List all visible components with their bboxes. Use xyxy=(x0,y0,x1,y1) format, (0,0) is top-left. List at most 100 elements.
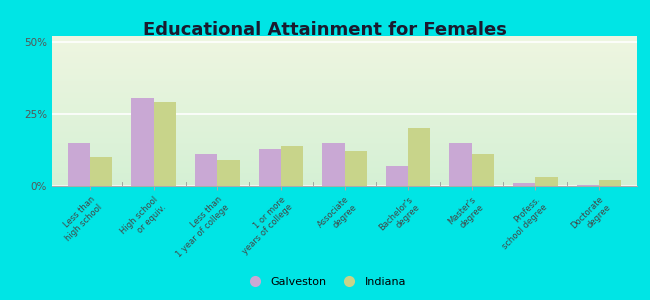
Bar xyxy=(52,58,637,60)
Bar xyxy=(52,180,637,182)
Bar xyxy=(52,112,637,114)
Bar xyxy=(52,64,637,66)
Bar xyxy=(52,159,637,160)
Bar xyxy=(52,92,637,93)
Legend: Galveston, Indiana: Galveston, Indiana xyxy=(239,273,411,291)
Bar xyxy=(52,130,637,132)
Bar xyxy=(577,185,599,186)
Bar xyxy=(52,162,637,164)
Bar xyxy=(52,54,637,56)
Bar xyxy=(52,78,637,80)
Bar xyxy=(52,72,637,74)
Bar xyxy=(52,84,637,86)
Bar xyxy=(259,148,281,186)
Bar xyxy=(52,120,637,122)
Bar xyxy=(131,98,154,186)
Bar xyxy=(52,102,637,104)
Bar xyxy=(52,93,637,94)
Bar xyxy=(52,116,637,117)
Bar xyxy=(52,147,637,148)
Bar xyxy=(52,114,637,116)
Bar xyxy=(52,110,637,111)
Bar xyxy=(52,172,637,174)
Bar xyxy=(52,56,637,57)
Text: Educational Attainment for Females: Educational Attainment for Females xyxy=(143,21,507,39)
Bar xyxy=(68,143,90,186)
Bar xyxy=(52,75,637,76)
Bar xyxy=(52,167,637,168)
Bar xyxy=(52,105,637,106)
Bar xyxy=(52,106,637,108)
Bar xyxy=(281,146,303,186)
Bar xyxy=(52,128,637,129)
Bar xyxy=(52,169,637,171)
Bar xyxy=(52,80,637,81)
Bar xyxy=(52,63,637,64)
Bar xyxy=(386,166,408,186)
Bar xyxy=(472,154,494,186)
Bar xyxy=(52,146,637,147)
Bar xyxy=(52,132,637,134)
Bar xyxy=(52,182,637,183)
Bar xyxy=(52,138,637,140)
Bar xyxy=(52,42,637,44)
Bar xyxy=(52,39,637,40)
Bar xyxy=(449,143,472,186)
Bar xyxy=(408,128,430,186)
Bar xyxy=(52,152,637,153)
Bar xyxy=(52,129,637,130)
Bar xyxy=(52,51,637,52)
Bar xyxy=(52,164,637,165)
Bar xyxy=(52,144,637,146)
Bar xyxy=(52,68,637,69)
Bar xyxy=(52,150,637,152)
Bar xyxy=(52,142,637,144)
Bar xyxy=(52,141,637,142)
Bar xyxy=(52,74,637,75)
Bar xyxy=(52,48,637,50)
Bar xyxy=(52,46,637,48)
Bar xyxy=(52,88,637,90)
Bar xyxy=(52,184,637,186)
Bar xyxy=(52,99,637,100)
Bar xyxy=(52,81,637,82)
Bar xyxy=(322,143,344,186)
Bar xyxy=(52,40,637,42)
Bar xyxy=(52,76,637,78)
Bar xyxy=(52,178,637,180)
Bar xyxy=(52,148,637,150)
Bar xyxy=(52,36,637,38)
Bar xyxy=(52,160,637,162)
Bar xyxy=(52,136,637,138)
Bar xyxy=(195,154,217,186)
Bar xyxy=(52,96,637,98)
Bar xyxy=(52,140,637,141)
Bar xyxy=(52,70,637,72)
Bar xyxy=(52,85,637,87)
Bar xyxy=(52,108,637,110)
Bar xyxy=(52,38,637,39)
Bar xyxy=(52,134,637,135)
Bar xyxy=(52,57,637,58)
Bar xyxy=(52,171,637,172)
Bar xyxy=(52,165,637,166)
Bar xyxy=(52,117,637,118)
Bar xyxy=(52,61,637,63)
Bar xyxy=(52,174,637,176)
Bar xyxy=(52,50,637,51)
Bar xyxy=(217,160,240,186)
Bar xyxy=(52,69,637,70)
Bar xyxy=(52,100,637,102)
Bar xyxy=(52,122,637,123)
Bar xyxy=(52,111,637,112)
Bar xyxy=(52,90,637,92)
Bar xyxy=(52,118,637,120)
Bar xyxy=(52,52,637,54)
Bar xyxy=(52,177,637,178)
Bar xyxy=(52,124,637,126)
Bar xyxy=(344,152,367,186)
Bar xyxy=(52,135,637,136)
Bar xyxy=(52,45,637,46)
Bar xyxy=(154,102,176,186)
Bar xyxy=(90,157,112,186)
